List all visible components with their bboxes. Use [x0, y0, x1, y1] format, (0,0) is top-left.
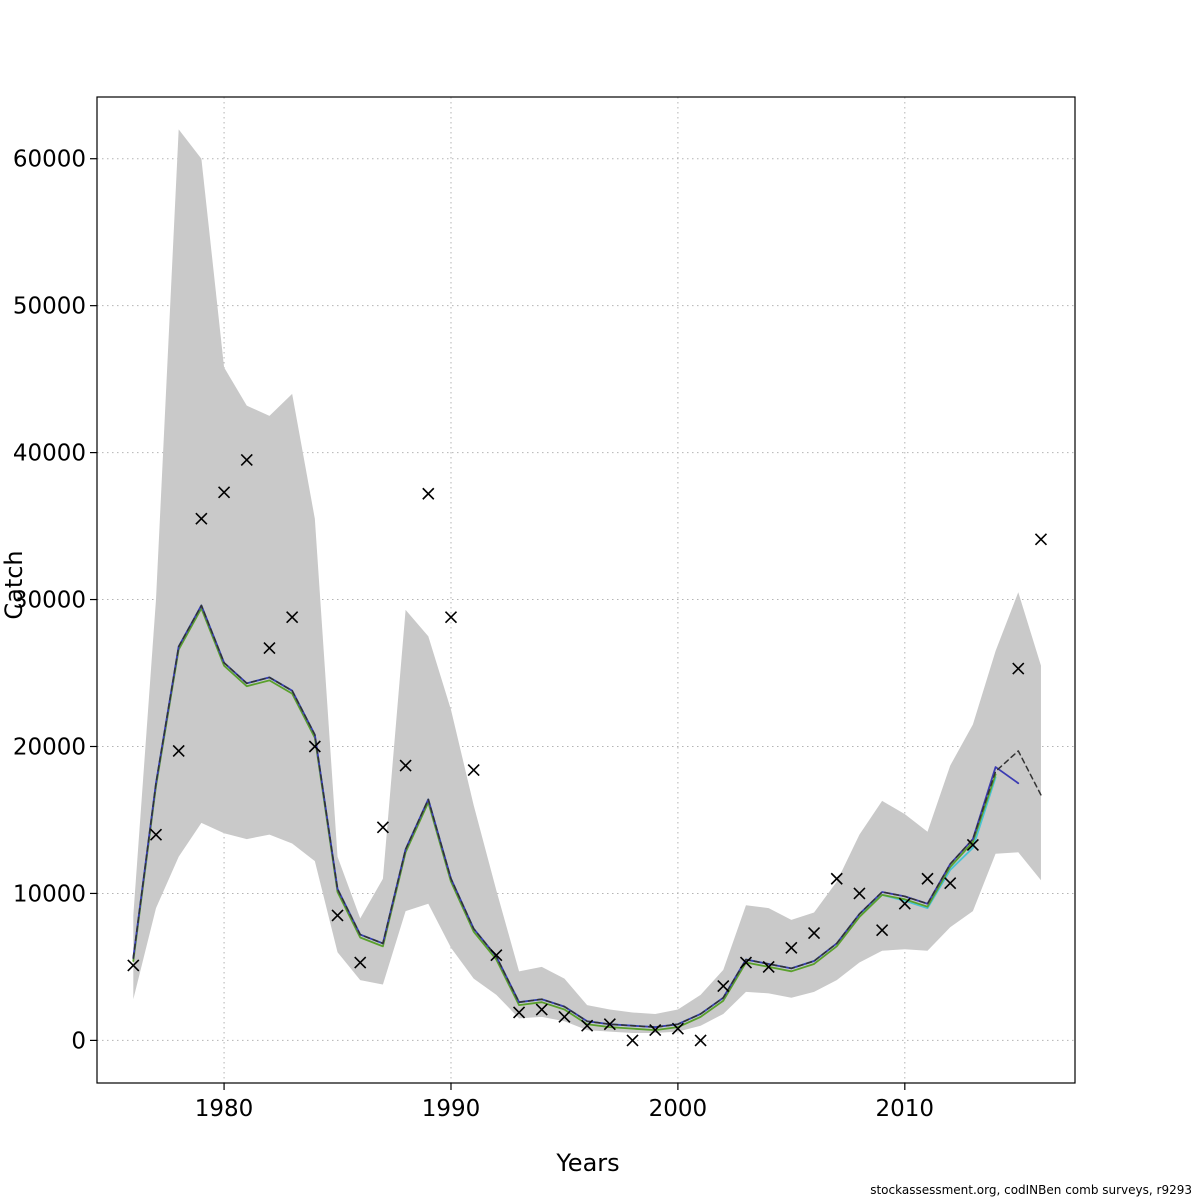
observed-x-marker [581, 1019, 594, 1032]
observed-x-marker [535, 1003, 548, 1016]
observed-x-marker [467, 763, 480, 777]
observed-x-marker [717, 979, 730, 993]
observed-x-marker [376, 821, 389, 834]
y-tick-label: 20000 [13, 735, 86, 761]
x-tick-label: 2000 [649, 1096, 708, 1122]
observed-x-marker [399, 759, 412, 772]
y-axis-ticks: 0 10000 20000 30000 40000 50000 60000 [13, 147, 97, 1054]
series-fit-dashed-black [132, 604, 1042, 1028]
observed-x-marker [218, 486, 231, 499]
source-note: stockassessment.org, codINBen comb surve… [870, 1183, 1192, 1197]
observed-x-marker [172, 744, 185, 757]
confidence-band [133, 129, 1041, 1034]
observed-x-marker [944, 877, 957, 890]
observed-x-marker [195, 512, 208, 525]
y-axis-title: Catch [0, 550, 28, 620]
observed-x-marker [694, 1034, 707, 1047]
observed-x-marker [512, 1006, 526, 1019]
observed-x-marker [649, 1024, 662, 1037]
observed-x-marker [490, 949, 503, 962]
observed-x-marker [626, 1034, 639, 1047]
observed-x-marker [263, 641, 276, 655]
y-tick-label: 0 [71, 1028, 86, 1054]
observed-x-marker [603, 1018, 616, 1031]
x-axis-ticks: 1980 1990 2000 2010 [195, 1083, 934, 1122]
observed-x-marker [898, 897, 911, 910]
observed-x-marker [240, 453, 253, 467]
y-tick-label: 10000 [13, 881, 86, 907]
x-axis-title: Years [556, 1149, 620, 1177]
observed-x-marker [308, 740, 321, 753]
observed-points [127, 453, 1048, 1047]
plot-border [96, 96, 1076, 1084]
y-tick-label: 60000 [13, 147, 86, 173]
observed-x-marker [739, 956, 753, 969]
observed-x-marker [830, 872, 843, 885]
observed-x-marker [966, 838, 979, 852]
observed-x-marker [444, 611, 458, 624]
observed-x-marker [127, 959, 140, 972]
observed-x-marker [331, 909, 344, 922]
y-tick-label: 30000 [13, 588, 86, 614]
observed-x-marker [921, 872, 934, 885]
observed-x-marker [807, 927, 821, 940]
x-tick-label: 2010 [876, 1096, 935, 1122]
observed-x-marker [354, 956, 367, 969]
observed-x-marker [785, 941, 798, 954]
observed-x-marker [286, 611, 299, 624]
observed-x-marker [149, 828, 163, 841]
observed-x-marker [853, 887, 866, 900]
y-tick-label: 40000 [13, 441, 86, 467]
observed-x-marker [762, 960, 775, 973]
observed-x-marker [1034, 533, 1048, 546]
observed-x-marker [876, 924, 889, 937]
observed-x-marker [422, 487, 435, 500]
series-fit-green [132, 607, 997, 1031]
observed-x-marker [1012, 662, 1025, 675]
x-tick-label: 1990 [422, 1096, 481, 1122]
observed-x-marker [558, 1010, 571, 1023]
x-tick-label: 1980 [195, 1096, 254, 1122]
y-tick-label: 50000 [13, 294, 86, 320]
observed-x-marker [671, 1022, 684, 1035]
